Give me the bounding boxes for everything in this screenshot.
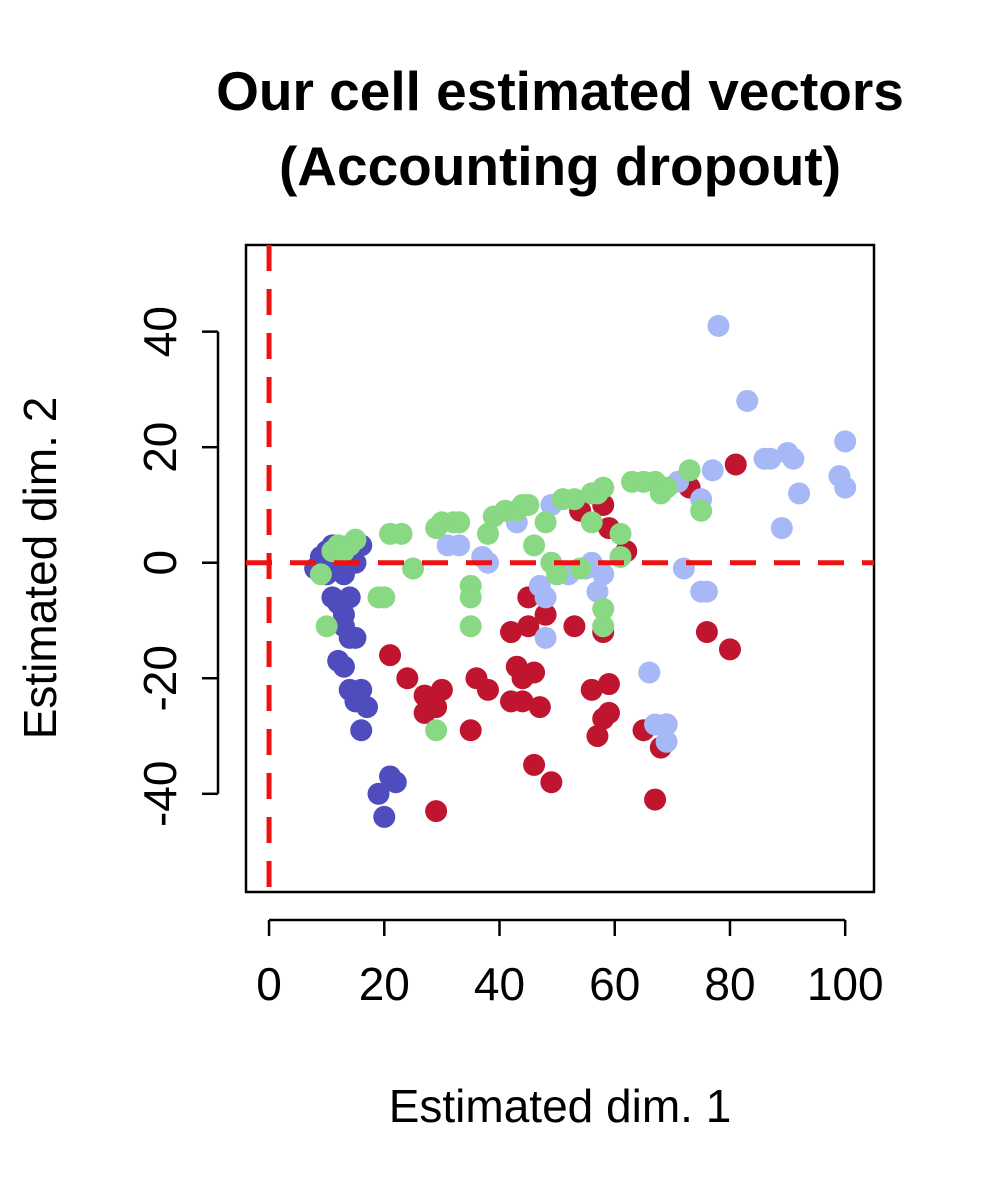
data-point-s0-28 <box>597 701 620 724</box>
x-tick-label-4: 80 <box>704 958 755 1010</box>
data-point-s2-12 <box>528 574 551 597</box>
data-point-s0-39 <box>724 453 747 476</box>
data-point-s0-1 <box>396 667 419 690</box>
x-tick-label-3: 60 <box>589 958 640 1010</box>
data-point-s3-25 <box>523 534 546 557</box>
data-point-s3-15 <box>448 511 471 534</box>
y-tick-label-3: 20 <box>134 422 186 473</box>
data-point-s2-34 <box>834 430 857 453</box>
x-tick-label-1: 20 <box>359 958 410 1010</box>
data-point-s1-23 <box>350 678 373 701</box>
data-point-s2-31 <box>788 482 811 505</box>
data-point-s3-1 <box>315 615 338 638</box>
data-point-s3-28 <box>546 563 569 586</box>
data-point-s3-46 <box>690 499 713 522</box>
data-point-s3-36 <box>592 615 615 638</box>
data-point-s0-6 <box>425 800 448 823</box>
data-point-s0-38 <box>718 638 741 661</box>
data-point-s0-21 <box>540 771 563 794</box>
data-point-s2-11 <box>534 626 557 649</box>
data-points <box>304 314 857 828</box>
y-tick-label-0: -40 <box>134 761 186 827</box>
y-tick-label-2: 0 <box>134 550 186 576</box>
data-point-s0-23 <box>580 678 603 701</box>
data-point-s0-37 <box>695 621 718 644</box>
data-point-s0-33 <box>644 788 667 811</box>
data-point-s1-15 <box>338 586 361 609</box>
data-point-s2-28 <box>770 517 793 540</box>
x-axis-label: Estimated dim. 1 <box>389 1080 732 1132</box>
data-point-s3-17 <box>459 586 482 609</box>
data-point-s0-16 <box>517 615 540 638</box>
plot-area-frame <box>244 243 876 894</box>
chart-title-line-1: Our cell estimated vectors <box>216 60 904 122</box>
y-tick-label-1: -20 <box>134 645 186 711</box>
data-point-s2-23 <box>701 459 724 482</box>
data-point-s2-25 <box>736 389 759 412</box>
data-point-s2-16 <box>655 713 678 736</box>
data-point-s0-18 <box>523 753 546 776</box>
y-axis-label: Estimated dim. 2 <box>14 397 66 740</box>
data-point-s3-32 <box>580 511 603 534</box>
data-point-s3-45 <box>678 459 701 482</box>
x-tick-label-2: 40 <box>474 958 525 1010</box>
data-point-s0-19 <box>528 696 551 719</box>
data-point-s3-47 <box>425 719 448 742</box>
data-point-s3-35 <box>592 597 615 620</box>
data-point-s2-21 <box>695 580 718 603</box>
x-axis: 0 20 40 60 80 100 <box>256 918 884 1010</box>
data-point-s3-18 <box>459 615 482 638</box>
data-point-s0-4 <box>425 696 448 719</box>
data-point-s3-8 <box>373 586 396 609</box>
data-point-s2-17 <box>655 730 678 753</box>
data-point-s2-8 <box>586 580 609 603</box>
data-point-s0-14 <box>511 690 534 713</box>
data-point-s1-20 <box>332 655 355 678</box>
data-point-s1-26 <box>367 782 390 805</box>
data-point-s3-0 <box>309 563 332 586</box>
data-point-s1-29 <box>373 805 396 828</box>
data-point-s3-11 <box>402 557 425 580</box>
data-point-s2-33 <box>834 476 857 499</box>
data-point-s1-28 <box>384 771 407 794</box>
data-point-s3-37 <box>592 476 615 499</box>
data-point-s2-24 <box>707 314 730 337</box>
data-point-s1-25 <box>350 719 373 742</box>
chart-title-line-2: (Accounting dropout) <box>279 135 841 197</box>
data-point-s2-30 <box>782 447 805 470</box>
data-point-s3-38 <box>609 522 632 545</box>
data-point-s3-6 <box>344 528 367 551</box>
data-point-s0-10 <box>500 621 523 644</box>
data-point-s3-24 <box>517 493 540 516</box>
x-tick-label-5: 100 <box>807 958 884 1010</box>
data-point-s3-19 <box>476 522 499 545</box>
data-point-s2-14 <box>638 661 661 684</box>
data-point-s0-7 <box>459 719 482 742</box>
data-point-s0-17 <box>523 661 546 684</box>
data-point-s3-30 <box>563 488 586 511</box>
y-tick-label-4: 40 <box>134 306 186 357</box>
x-tick-label-0: 0 <box>256 958 282 1010</box>
data-point-s2-27 <box>759 447 782 470</box>
data-point-s0-24 <box>586 725 609 748</box>
data-point-s0-5 <box>430 678 453 701</box>
data-point-s0-20 <box>534 603 557 626</box>
data-point-s1-24 <box>355 696 378 719</box>
data-point-s0-9 <box>476 678 499 701</box>
data-point-s3-26 <box>534 511 557 534</box>
data-point-s1-18 <box>344 626 367 649</box>
data-point-s2-1 <box>448 534 471 557</box>
y-axis: -40 -20 0 20 40 <box>134 306 220 827</box>
data-point-s0-0 <box>379 644 402 667</box>
reference-lines <box>246 245 874 892</box>
data-point-s0-22 <box>563 615 586 638</box>
data-point-s3-44 <box>655 476 678 499</box>
data-point-s3-10 <box>390 522 413 545</box>
data-point-s0-27 <box>597 673 620 696</box>
